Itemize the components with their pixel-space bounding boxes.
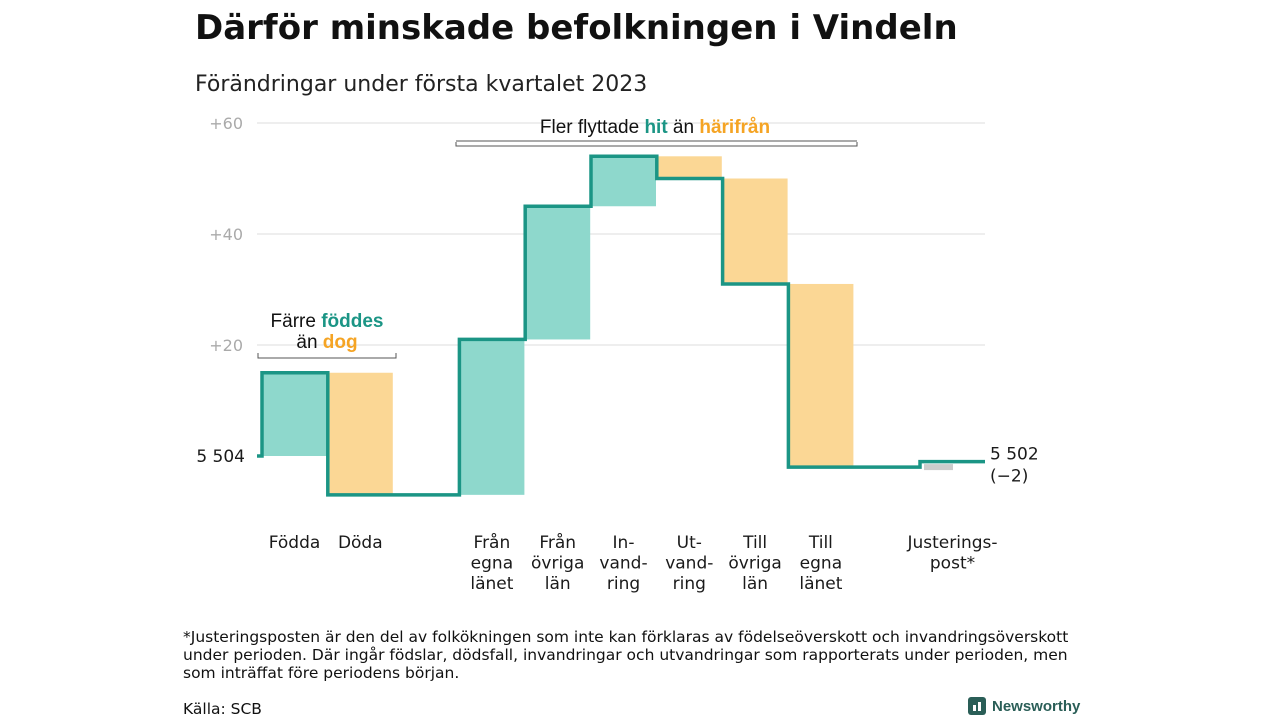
y-tick-label: +40 bbox=[209, 225, 243, 244]
waterfall-bar bbox=[591, 156, 656, 207]
migration-annotation: Fler flyttade hit än härifrån bbox=[540, 117, 770, 138]
category-label: län bbox=[742, 574, 768, 594]
waterfall-bar bbox=[459, 339, 525, 495]
births-bracket bbox=[257, 353, 397, 359]
category-label: In- bbox=[613, 533, 635, 553]
category-label: vand- bbox=[665, 554, 713, 574]
category-label: post* bbox=[930, 554, 975, 574]
category-label: ring bbox=[673, 574, 706, 594]
category-label: Födda bbox=[269, 533, 321, 553]
category-label: Döda bbox=[338, 533, 383, 553]
waterfall-bar bbox=[722, 178, 788, 284]
category-label: vand- bbox=[599, 554, 647, 574]
category-label: länet bbox=[470, 574, 513, 594]
end-value-label: 5 502 bbox=[990, 445, 1039, 465]
y-tick-label: +20 bbox=[209, 336, 243, 355]
chart-subtitle: Förändringar under första kvartalet 2023 bbox=[195, 72, 648, 97]
waterfall-bar bbox=[327, 372, 393, 495]
waterfall-bar bbox=[262, 372, 327, 456]
category-label: län bbox=[545, 574, 571, 594]
y-tick-label: +60 bbox=[209, 114, 243, 133]
category-label: länet bbox=[799, 574, 842, 594]
births-annotation-line1: Färre föddes bbox=[271, 311, 384, 332]
category-label: Ut- bbox=[677, 533, 702, 553]
category-label: ring bbox=[607, 574, 640, 594]
category-label: Från bbox=[539, 532, 576, 553]
category-label: Justerings- bbox=[906, 533, 997, 553]
adjustment-bar bbox=[924, 464, 953, 471]
chart-title: Därför minskade befolkningen i Vindeln bbox=[195, 8, 958, 48]
brand-name: Newsworthy bbox=[992, 697, 1081, 715]
category-label: Till bbox=[808, 533, 833, 553]
category-label: övriga bbox=[531, 554, 584, 574]
footnote: *Justeringsposten är den del av folkökni… bbox=[183, 628, 1069, 682]
waterfall-bar bbox=[656, 156, 722, 179]
category-label: övriga bbox=[728, 554, 781, 574]
newsworthy-logo-icon bbox=[968, 697, 986, 715]
category-label: egna bbox=[471, 554, 513, 574]
migration-bracket bbox=[455, 140, 858, 147]
waterfall-bar bbox=[788, 283, 854, 468]
source-label: Källa: SCB bbox=[183, 700, 262, 718]
births-annotation-line2: än dog bbox=[296, 332, 357, 353]
waterfall-bar bbox=[525, 206, 591, 340]
brand-logo: Newsworthy bbox=[968, 697, 1080, 715]
category-label: Från bbox=[474, 532, 511, 553]
category-label: Till bbox=[742, 533, 767, 553]
category-label: egna bbox=[800, 554, 842, 574]
start-value-label: 5 504 bbox=[196, 447, 245, 467]
end-change-label: (−2) bbox=[990, 467, 1028, 487]
cumulative-step-line bbox=[257, 154, 985, 497]
